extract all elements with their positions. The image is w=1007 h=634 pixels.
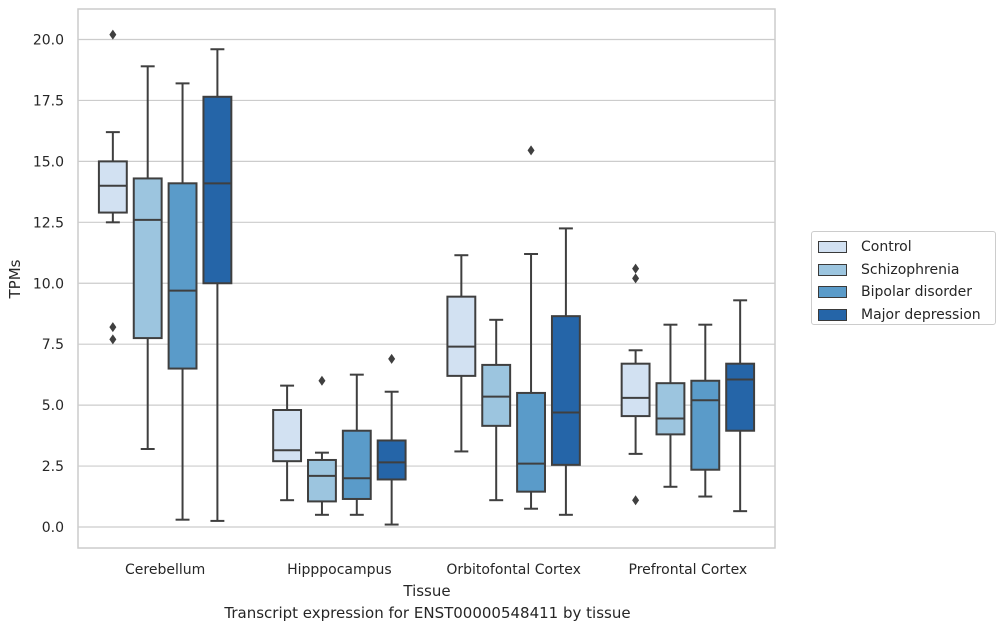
x-tick-label: Prefrontal Cortex bbox=[629, 562, 748, 578]
y-tick-label: 7.5 bbox=[42, 337, 64, 353]
legend-swatch bbox=[818, 308, 847, 321]
y-tick-label: 5.0 bbox=[42, 398, 64, 414]
legend-item: Control bbox=[818, 236, 995, 259]
box-group bbox=[655, 323, 686, 488]
box-iqr bbox=[516, 391, 546, 493]
box-group bbox=[550, 227, 581, 516]
outlier-point bbox=[109, 334, 117, 345]
box-iqr bbox=[132, 177, 163, 340]
y-tick-label: 20.0 bbox=[33, 33, 64, 49]
outlier-point bbox=[109, 322, 117, 333]
box-iqr bbox=[97, 160, 128, 214]
outlier-point bbox=[527, 145, 535, 156]
outlier-point bbox=[632, 273, 640, 284]
y-tick-label: 17.5 bbox=[33, 93, 64, 109]
legend-swatch bbox=[818, 241, 847, 254]
box-group bbox=[376, 353, 407, 526]
boxes bbox=[97, 29, 756, 526]
box-group bbox=[97, 29, 128, 345]
y-tick-label: 15.0 bbox=[33, 154, 64, 170]
box-group bbox=[446, 254, 477, 453]
legend-item: Schizophrenia bbox=[818, 259, 995, 282]
box-iqr bbox=[655, 382, 686, 436]
box-iqr bbox=[202, 95, 233, 285]
x-tick-label: Hipppocampus bbox=[287, 562, 392, 578]
box-group bbox=[690, 323, 721, 498]
box-group bbox=[620, 263, 651, 506]
box-group bbox=[272, 384, 303, 502]
legend-swatch bbox=[818, 263, 847, 276]
legend-label: Control bbox=[861, 239, 912, 256]
legend: Control Schizophrenia Bipolar disorder Majo… bbox=[811, 231, 996, 325]
box-iqr bbox=[167, 182, 198, 370]
box-group bbox=[202, 48, 233, 522]
box-iqr bbox=[376, 439, 407, 481]
y-tick-label: 10.0 bbox=[33, 276, 64, 292]
outlier-point bbox=[632, 495, 640, 506]
box-iqr bbox=[550, 315, 581, 466]
legend-label: Bipolar disorder bbox=[861, 284, 973, 301]
outlier-point bbox=[318, 375, 326, 386]
box-iqr bbox=[341, 429, 372, 500]
box-iqr bbox=[272, 409, 303, 463]
outlier-point bbox=[388, 353, 396, 364]
legend-item: Bipolar disorder bbox=[818, 281, 995, 304]
box-iqr bbox=[307, 458, 337, 503]
box-group bbox=[307, 375, 337, 516]
box-iqr bbox=[690, 379, 721, 471]
x-tick-label: Orbitofontal Cortex bbox=[446, 562, 581, 578]
y-axis-ticks: 0.0 2.5 5.0 7.5 10.0 12.5 15.0 17.5 20.0 bbox=[33, 33, 64, 537]
box-group bbox=[516, 145, 546, 510]
box-group bbox=[132, 65, 163, 450]
legend-label: Schizophrenia bbox=[861, 261, 960, 278]
legend-swatch bbox=[818, 286, 847, 299]
box-group bbox=[341, 373, 372, 516]
x-tick-label: Cerebellum bbox=[125, 562, 205, 578]
figure-caption: Transcript expression for ENST0000054841… bbox=[224, 604, 631, 622]
x-axis-label: Tissue bbox=[402, 582, 450, 600]
outlier-point bbox=[632, 263, 640, 274]
box-group bbox=[167, 82, 198, 521]
box-group bbox=[481, 318, 512, 502]
plot-area-frame bbox=[77, 8, 776, 549]
x-axis-ticks: Cerebellum Hipppocampus Orbitofontal Corte… bbox=[125, 562, 747, 578]
box-iqr bbox=[481, 363, 512, 427]
legend-item: Major depression bbox=[818, 304, 995, 327]
y-tick-label: 2.5 bbox=[42, 459, 64, 475]
y-tick-label: 12.5 bbox=[33, 215, 64, 231]
outlier-point bbox=[109, 29, 117, 40]
box-iqr bbox=[620, 362, 651, 418]
y-axis-label: TPMs bbox=[6, 259, 24, 299]
box-iqr bbox=[725, 362, 756, 432]
box-iqr bbox=[446, 295, 477, 377]
legend-label: Major depression bbox=[861, 306, 981, 323]
y-tick-label: 0.0 bbox=[42, 520, 64, 536]
box-group bbox=[725, 299, 756, 513]
